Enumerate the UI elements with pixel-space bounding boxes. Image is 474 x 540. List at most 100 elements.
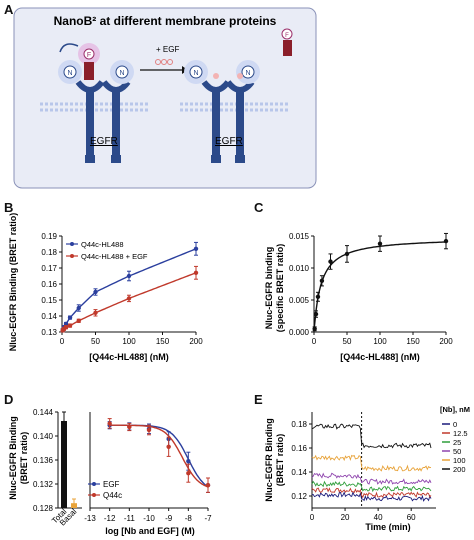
data-point (67, 323, 73, 328)
x-tick-label: -11 (124, 514, 136, 523)
x-tick-label: 0 (310, 513, 315, 522)
trace-0 (311, 491, 432, 502)
x-tick-label: -8 (185, 514, 193, 523)
x-tick-label: 50 (343, 337, 352, 346)
y-tick-label: 0.18 (291, 420, 307, 429)
panel-b-legend: Q44c-HL488 Q44c-HL488 + EGF (66, 240, 148, 261)
panel-letter-a: A (4, 2, 14, 17)
x-tick-label: 20 (341, 513, 350, 522)
membrane-left (40, 102, 150, 112)
data-point (315, 294, 321, 299)
fit-curve (109, 424, 209, 488)
legend-label: 25 (453, 438, 461, 447)
fluorescent-nanobody-free: F (281, 28, 293, 56)
receptor-right-1 (201, 80, 231, 163)
trace-50 (311, 472, 432, 485)
legend-label: 100 (453, 456, 466, 465)
data-point (205, 483, 211, 488)
panel-a-schematic: NanoB² at different membrane proteins N (13, 7, 317, 189)
panel-d-xlabel: log [Nb and EGF] (M) (105, 526, 194, 536)
y-tick-label: 0.18 (41, 248, 57, 257)
x-tick-label: 50 (91, 337, 100, 346)
panel-e-legend-title: [Nb], nM (440, 405, 470, 414)
panel-e-chart: Nluc-EGFR Binding (BRET ratio) Time (min… (264, 405, 470, 532)
svg-text:N: N (193, 70, 198, 77)
data-point (377, 241, 383, 246)
svg-text:F: F (285, 33, 289, 39)
data-point (186, 471, 191, 476)
data-point (193, 270, 199, 275)
panel-letter-e: E (254, 392, 263, 407)
y-tick-label: 0.144 (33, 408, 54, 417)
data-point (193, 246, 199, 251)
data-point (313, 311, 319, 317)
x-tick-label: 40 (374, 513, 383, 522)
panel-c-chart: Nluc-EGFR binding (specific BRET ratio) … (264, 232, 453, 362)
y-tick-label: 0.17 (41, 264, 57, 273)
panel-c-ylabel-line1: Nluc-EGFR binding (264, 247, 274, 330)
panel-e-ylabel-line2: (BRET ratio) (275, 434, 285, 487)
y-tick-label: 0.14 (291, 468, 307, 477)
y-tick-label: 0.136 (33, 456, 54, 465)
y-tick-label: 0.015 (289, 232, 310, 241)
y-tick-label: 0.000 (289, 328, 310, 337)
x-tick-label: 200 (439, 337, 453, 346)
y-tick-label: 0.16 (291, 444, 307, 453)
receptor-label-right: EGFR (215, 136, 243, 147)
receptor-label-left: EGFR (90, 136, 118, 147)
egf-addition-label: + EGF (156, 45, 179, 54)
y-tick-label: 0.010 (289, 264, 310, 273)
panel-c-ylabel-line2: (specific BRET ratio) (275, 244, 285, 333)
panel-b-ylabel: Nluc-EGFR Binding (BRET ratio) (8, 213, 18, 352)
x-tick-label: 0 (312, 337, 317, 346)
data-point (312, 326, 317, 331)
data-point (319, 278, 325, 283)
schematic-box (13, 7, 317, 189)
schematic-title: NanoB² at different membrane proteins (54, 14, 277, 28)
data-point (443, 238, 449, 244)
x-tick-label: -9 (165, 514, 173, 523)
data-point (63, 325, 69, 330)
legend-label-q44c: Q44c-HL488 (81, 240, 124, 249)
nanoluc-left-1: N (58, 60, 82, 84)
panel-letter-b: B (4, 200, 14, 215)
data-point (76, 318, 81, 323)
data-point (93, 289, 98, 295)
panel-d-ylabel-line2: (BRET ratio) (19, 432, 29, 485)
egf-bound-icon (237, 73, 243, 79)
svg-text:N: N (245, 70, 250, 77)
x-tick-label: 150 (406, 337, 420, 346)
y-tick-label: 0.005 (289, 296, 310, 305)
data-point (146, 427, 152, 433)
x-tick-label: 60 (407, 513, 416, 522)
egf-icon (155, 59, 173, 65)
bret-arrow-icon (59, 43, 79, 53)
y-tick-label: 0.13 (41, 328, 57, 337)
trace-25 (311, 480, 432, 493)
panel-letter-d: D (4, 392, 14, 407)
trace-12.5 (311, 487, 432, 499)
legend-label: 12.5 (453, 429, 468, 438)
svg-text:N: N (119, 70, 124, 77)
nanoluc-left-2: N (110, 60, 134, 84)
data-point (107, 421, 112, 426)
panel-d-chart: Nluc-EGFR Binding (BRET ratio) log [Nb a… (8, 408, 212, 536)
y-tick-label: 0.15 (41, 296, 57, 305)
legend-label-egf: EGF (103, 480, 120, 489)
legend-label-q44c-egf: Q44c-HL488 + EGF (81, 252, 148, 261)
panel-e-xlabel: Time (min) (365, 522, 410, 532)
legend-label: 50 (453, 447, 461, 456)
y-tick-label: 0.128 (33, 504, 54, 513)
legend-label: 200 (453, 465, 466, 474)
panel-d-ylabel-line1: Nluc-EGFR Binding (8, 416, 18, 500)
legend-label-q44c: Q44c (103, 491, 122, 500)
panel-e-plot-area: 0.12 0.14 0.16 0.18 0 20 40 60 (291, 412, 436, 522)
trace-100 (311, 454, 432, 472)
y-tick-label: 0.140 (33, 432, 54, 441)
x-tick-label: -7 (204, 514, 212, 523)
panel-b-plot-area: 0.13 0.14 0.15 0.16 0.17 0.18 0.19 0 50 100 150 200 (41, 232, 203, 346)
legend-label: 0 (453, 420, 457, 429)
fluorescent-nanobody-bound: F (78, 43, 100, 80)
